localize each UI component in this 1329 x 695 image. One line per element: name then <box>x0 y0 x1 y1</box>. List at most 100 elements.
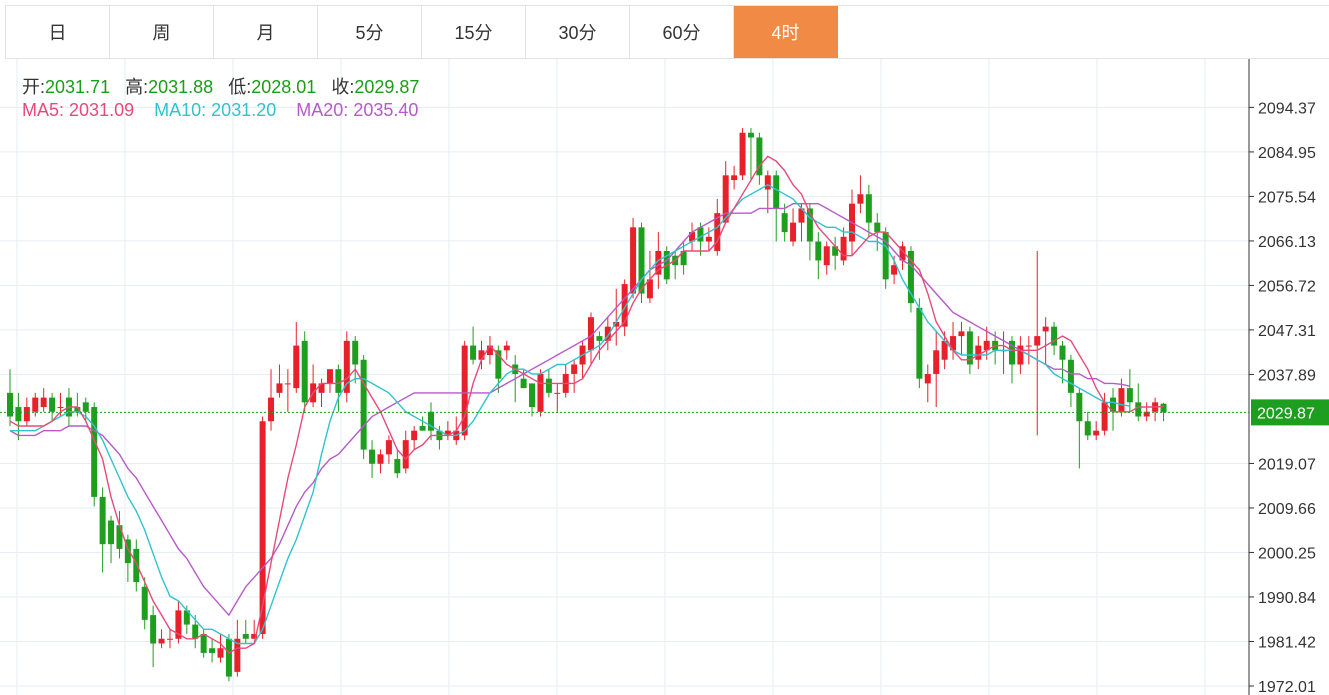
candle-body <box>495 350 502 379</box>
candle-body <box>326 369 333 384</box>
candle-body <box>865 194 872 223</box>
candle-body <box>604 326 611 341</box>
candle-body <box>975 345 982 360</box>
candle-body <box>613 321 620 327</box>
candle-body <box>638 227 645 294</box>
candle-body <box>108 520 115 545</box>
candle-body <box>343 340 350 393</box>
candle-body <box>32 397 39 412</box>
candle-body <box>806 208 813 242</box>
y-tick-label: 2047.31 <box>1258 323 1316 340</box>
candle-body <box>983 340 990 351</box>
candle-body <box>697 227 704 242</box>
ma10-value: 2031.20 <box>211 100 277 120</box>
tab-week[interactable]: 周 <box>110 6 214 58</box>
candle-body <box>385 440 392 455</box>
candle-body <box>1034 336 1041 346</box>
candle-body <box>217 648 224 658</box>
candle-body <box>587 317 594 351</box>
candle-body <box>571 364 578 374</box>
candle-body <box>411 430 418 441</box>
tab-15min[interactable]: 15分 <box>422 6 526 58</box>
ma-readout: MA5: 2031.09 MA10: 2031.20 MA20: 2035.40 <box>22 100 418 121</box>
candle-body <box>790 222 797 242</box>
candle-body <box>268 397 275 422</box>
candle-body <box>554 392 561 394</box>
candle-body <box>166 638 173 640</box>
candle-body <box>1059 345 1066 360</box>
candle-body <box>756 137 763 176</box>
candle-body <box>57 407 64 409</box>
candle-body <box>242 634 249 639</box>
open-label: 开: <box>22 77 46 97</box>
candle-body <box>950 336 957 351</box>
candle-body <box>958 331 965 337</box>
candle-body <box>773 175 780 209</box>
candle-body <box>680 250 687 266</box>
candle-body <box>394 459 401 474</box>
candle-body <box>747 132 754 138</box>
candle-body <box>158 638 165 644</box>
high-label: 高: <box>125 77 149 97</box>
ma5-value: 2031.09 <box>69 100 135 120</box>
low-label: 低: <box>228 77 252 97</box>
candle-body <box>486 345 493 356</box>
candle-body <box>857 194 864 204</box>
candle-body <box>966 331 973 365</box>
candle-body <box>444 430 451 436</box>
candle-body <box>150 615 157 644</box>
candle-body <box>360 359 367 450</box>
tab-day[interactable]: 日 <box>6 6 110 58</box>
candle-body <box>335 369 342 393</box>
candle-body <box>175 610 182 639</box>
y-tick-label: 2009.66 <box>1258 501 1316 518</box>
candle-body <box>621 284 628 327</box>
candle-body <box>1160 403 1167 413</box>
last-price-label: 2029.87 <box>1257 405 1315 422</box>
candlestick-chart[interactable]: 2094.37 2084.95 2075.54 2066.13 2056.72 2047.… <box>0 59 1329 695</box>
candle-body <box>545 378 552 393</box>
candle-body <box>15 407 22 422</box>
low-value: 2028.01 <box>251 77 317 97</box>
candle-body <box>1051 326 1058 346</box>
y-tick-label: 2056.72 <box>1258 278 1316 295</box>
tab-4hour[interactable]: 4时 <box>734 6 838 58</box>
candle-body <box>874 222 881 233</box>
candle-body <box>731 175 738 181</box>
candle-body <box>1101 402 1108 431</box>
close-value: 2029.87 <box>354 77 420 97</box>
tab-30min[interactable]: 30分 <box>526 6 630 58</box>
last-price-badge <box>1251 399 1329 426</box>
tab-60min[interactable]: 60分 <box>630 6 734 58</box>
ma10-line <box>10 183 1131 645</box>
candle-body <box>428 411 434 431</box>
tab-bar-filler <box>838 6 1329 58</box>
candle-body <box>225 638 232 677</box>
y-tick-label: 1972.01 <box>1258 679 1316 695</box>
candle-body <box>1126 388 1133 403</box>
candle-body <box>646 279 653 299</box>
candle-body <box>276 383 283 393</box>
candle-body <box>251 634 258 639</box>
candle-body <box>99 496 106 545</box>
ma5-line <box>9 155 1164 654</box>
candle-body <box>722 175 729 223</box>
candle-body <box>7 392 13 417</box>
candle-body <box>832 246 839 256</box>
open-value: 2031.71 <box>45 77 111 97</box>
candle-body <box>293 345 300 389</box>
ma5-label: MA5: <box>22 100 65 120</box>
candle-body <box>689 232 696 242</box>
candle-body <box>1143 411 1150 417</box>
candle-body <box>141 586 148 620</box>
candle-body <box>1076 392 1083 422</box>
candle-body <box>116 525 123 549</box>
tab-month[interactable]: 月 <box>214 6 318 58</box>
tab-5min[interactable]: 5分 <box>318 6 422 58</box>
candle-body <box>1042 326 1049 332</box>
y-tick-label: 2000.25 <box>1258 545 1316 562</box>
candle-body <box>1135 402 1142 417</box>
candle-body <box>520 378 527 389</box>
candle-body <box>284 383 291 385</box>
candle-body <box>933 350 940 374</box>
